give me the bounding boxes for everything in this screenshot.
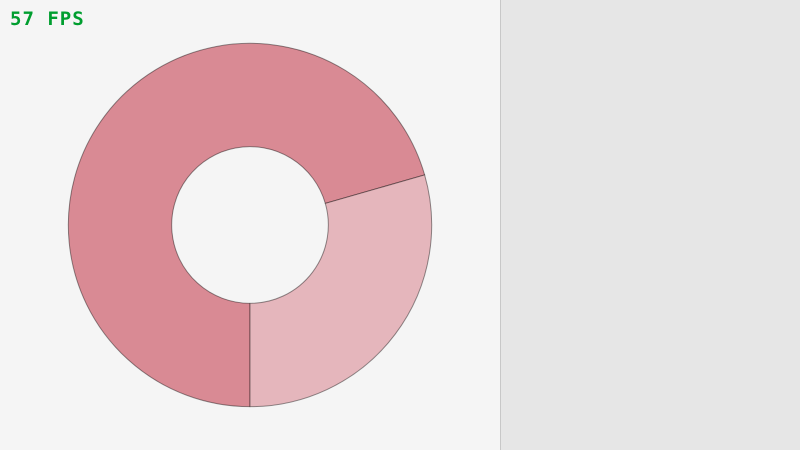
fps-counter: 57 FPS [10, 8, 85, 30]
ring-shape [67, 42, 433, 408]
controls-panel: StartAngle -255.00 EndAngle 360.00 Inner… [500, 0, 800, 450]
ring-sector-single [249, 174, 433, 408]
ring-sector-overlap [67, 42, 426, 408]
